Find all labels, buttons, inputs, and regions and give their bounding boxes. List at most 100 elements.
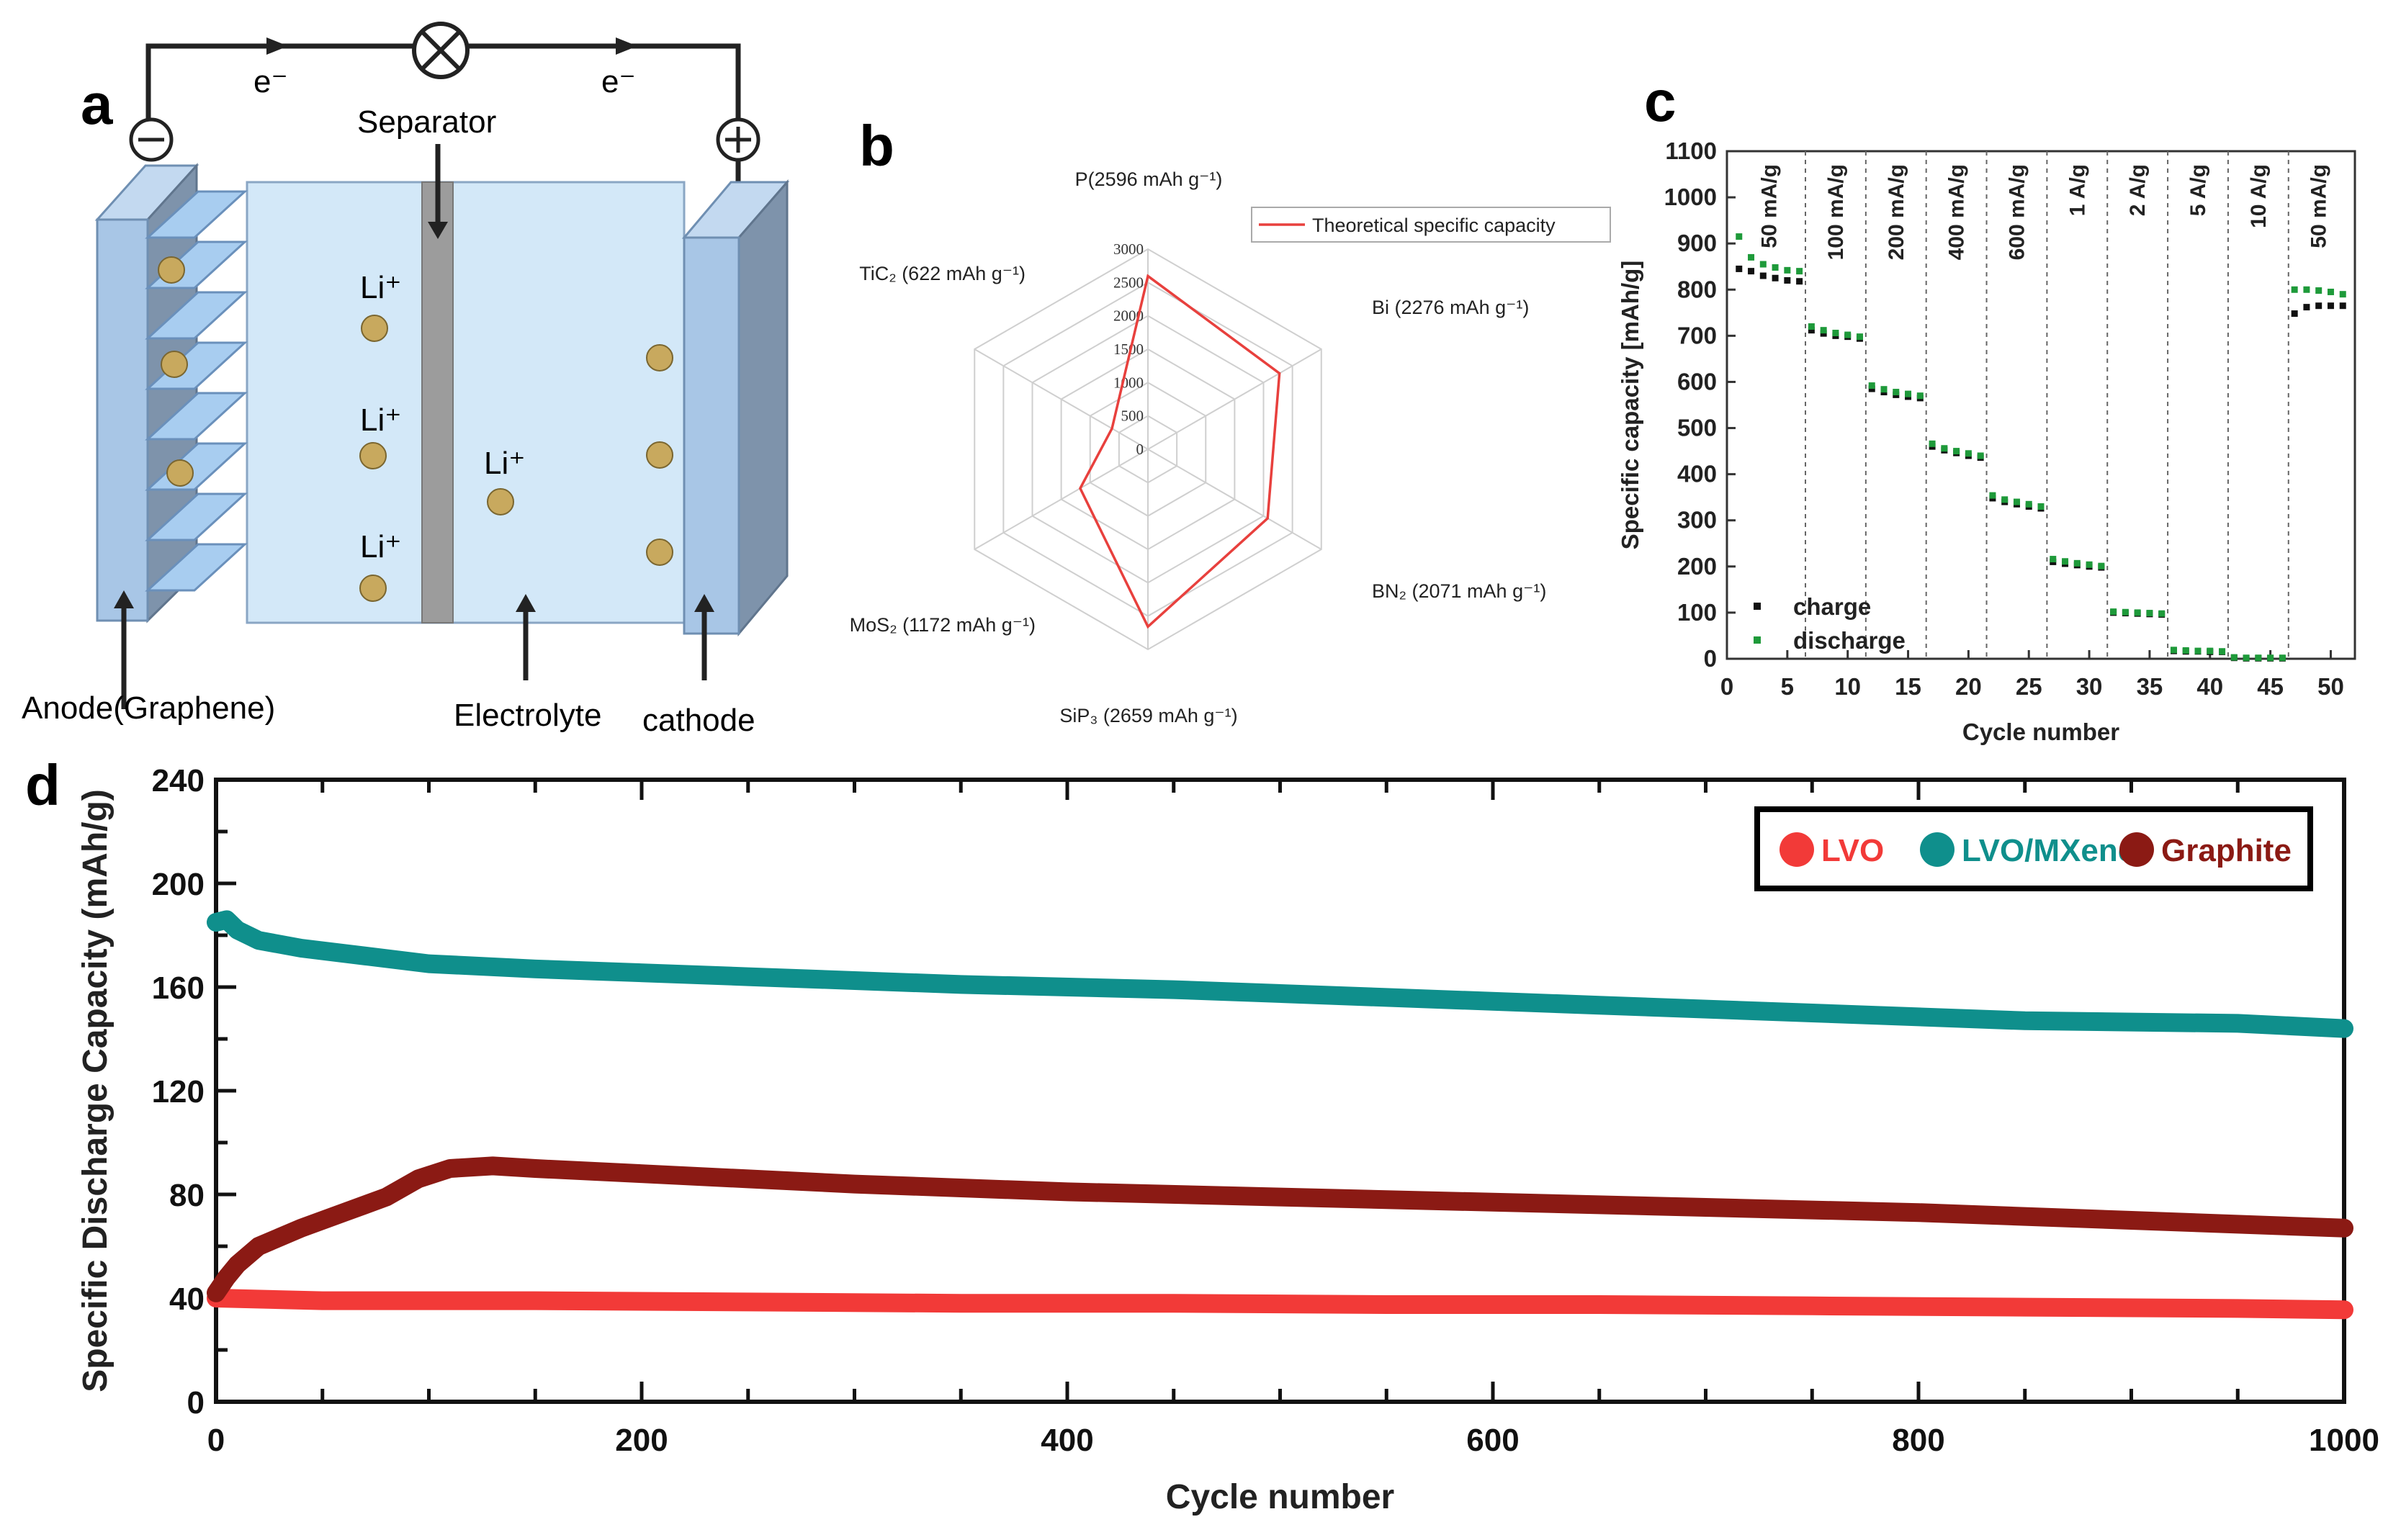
x-tick-label: 20 xyxy=(1955,673,1982,700)
data-point xyxy=(2207,647,2214,654)
data-point xyxy=(1784,276,1791,284)
series-LVO xyxy=(207,1289,2353,1320)
data-point xyxy=(1868,382,1875,389)
rate-label: 2 A/g xyxy=(2126,164,2150,216)
data-point xyxy=(1759,272,1767,279)
arrow-icon xyxy=(616,37,637,55)
data-point xyxy=(1844,331,1852,338)
data-point xyxy=(1893,389,1900,396)
separator-label: Separator xyxy=(357,104,496,140)
data-point xyxy=(2037,503,2045,510)
radar-spoke xyxy=(974,348,1149,450)
data-point xyxy=(2291,310,2298,318)
x-tick-label: 600 xyxy=(1466,1423,1519,1458)
data-point xyxy=(2073,559,2081,567)
data-point xyxy=(2315,287,2323,294)
data-point xyxy=(1965,450,1972,457)
radar-axis-label: SiP₃ (2659 mAh g⁻¹) xyxy=(1059,705,1237,726)
x-axis-label: Cycle number xyxy=(1962,719,2119,745)
data-point xyxy=(1832,330,1839,337)
y-tick-label: 500 xyxy=(1677,415,1717,441)
data-point xyxy=(1784,266,1791,274)
y-axis-label: Specific capacity [mAh/g] xyxy=(1617,261,1643,550)
electrolyte-label: Electrolyte xyxy=(454,698,601,733)
data-point xyxy=(2230,654,2238,661)
x-tick-label: 800 xyxy=(1892,1423,1944,1458)
data-point xyxy=(1772,264,1779,271)
panel-a-diagram: a e⁻ e⁻ xyxy=(22,22,790,738)
data-point xyxy=(2327,302,2334,310)
y-tick-label: 400 xyxy=(1677,461,1717,487)
data-point xyxy=(2086,561,2093,568)
rate-label: 5 A/g xyxy=(2186,164,2210,216)
data-point xyxy=(1759,261,1767,268)
data-point xyxy=(1748,268,1755,275)
radar-axis-label: TiC₂ (622 mAh g⁻¹) xyxy=(859,263,1026,284)
radar-series-line xyxy=(1078,274,1281,629)
y-tick-label: 0 xyxy=(187,1385,205,1420)
panel-c-rate-chart: c 0 5 10 15 20 25 30 35 40 45 50010020030040050060… xyxy=(1617,69,2356,745)
li-ion-label: Li⁺ xyxy=(360,529,401,564)
radar-tick-label: 3000 xyxy=(1113,240,1144,258)
rate-label: 600 mA/g xyxy=(2005,164,2029,260)
panel-label-d: d xyxy=(25,753,60,817)
x-tick-label: 0 xyxy=(207,1423,225,1458)
x-tick-label: 10 xyxy=(1834,673,1861,700)
electron-label: e⁻ xyxy=(253,64,288,99)
anode-electrode xyxy=(96,218,149,622)
anode-label: Anode(Graphene) xyxy=(22,690,275,726)
panel-label-b: b xyxy=(859,114,894,178)
y-tick-label: 240 xyxy=(152,763,205,798)
data-point xyxy=(1977,452,1984,459)
rate-label: 50 mA/g xyxy=(1758,164,1782,248)
radar-tick-label: 1000 xyxy=(1113,374,1144,391)
rate-label: 100 mA/g xyxy=(1824,164,1848,260)
panel-d-cycling-chart: d 0 200 400 600 800 1000 0 40 80 120 160 200 240 Cycl… xyxy=(25,753,2379,1516)
cathode-electrode xyxy=(683,236,740,635)
legend-marker xyxy=(1920,832,1955,867)
y-tick-label: 1000 xyxy=(1664,184,1717,210)
data-point xyxy=(2182,647,2189,654)
legend-label: Theoretical specific capacity xyxy=(1312,215,1556,236)
y-tick-label: 200 xyxy=(1677,553,1717,580)
li-ion-label: Li⁺ xyxy=(360,402,401,438)
series-discharge xyxy=(1736,233,2346,662)
data-point xyxy=(2013,498,2020,505)
arrow-icon xyxy=(266,37,288,55)
x-tick-label: 35 xyxy=(2137,673,2163,700)
x-tick-label: 1000 xyxy=(2309,1423,2379,1458)
y-tick-label: 0 xyxy=(1704,645,1717,672)
data-point xyxy=(1953,448,1960,455)
legend-marker xyxy=(1754,603,1761,610)
data-point xyxy=(1796,268,1803,275)
radar-spoke xyxy=(974,449,1149,550)
y-tick-label: 700 xyxy=(1677,322,1717,348)
panel-label-a: a xyxy=(81,72,113,136)
data-point xyxy=(1941,445,1948,452)
y-tick-label: 40 xyxy=(169,1282,205,1317)
x-tick-label: 45 xyxy=(2257,673,2284,700)
x-tick-label: 30 xyxy=(2076,673,2103,700)
data-point xyxy=(2146,610,2153,617)
data-point xyxy=(2339,302,2346,310)
data-point xyxy=(1916,392,1924,400)
li-ion-label: Li⁺ xyxy=(360,270,401,305)
cathode-label: cathode xyxy=(642,703,755,738)
y-tick-label: 200 xyxy=(152,867,205,902)
data-point xyxy=(2050,556,2057,563)
radar-spoke xyxy=(1147,449,1322,550)
y-tick-label: 300 xyxy=(1677,507,1717,533)
x-tick-label: 50 xyxy=(2317,673,2344,700)
data-point xyxy=(2339,291,2346,298)
legend-label: Graphite xyxy=(2161,833,2292,868)
legend-label: LVO/MXene xyxy=(1962,833,2135,868)
y-tick-label: 900 xyxy=(1677,230,1717,256)
data-point xyxy=(2098,562,2105,569)
series-Graphite xyxy=(207,1156,2353,1302)
x-tick-label: 0 xyxy=(1720,673,1733,700)
radar-tick-label: 0 xyxy=(1136,441,1144,458)
y-tick-label: 600 xyxy=(1677,368,1717,395)
y-tick-label: 100 xyxy=(1677,599,1717,626)
x-tick-label: 400 xyxy=(1041,1423,1093,1458)
